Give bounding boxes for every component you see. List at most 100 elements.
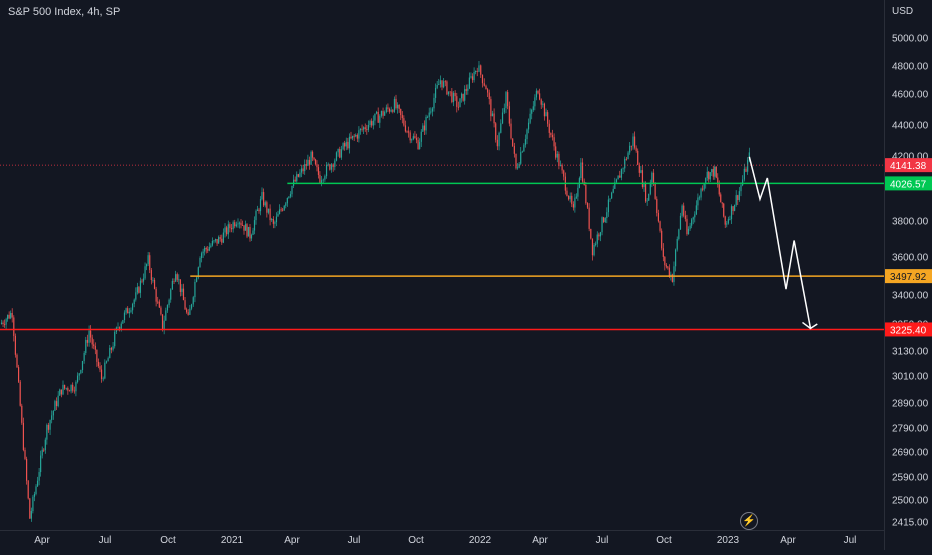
candle-body [480, 65, 482, 75]
x-tick-label: Jul [596, 535, 609, 546]
candle-body [508, 106, 510, 124]
candle-body [51, 415, 53, 420]
price-level-label: 4026.57 [885, 176, 932, 191]
candle-body [717, 177, 719, 185]
candle-body [464, 89, 466, 101]
candle-body [724, 216, 726, 225]
candle-body [374, 113, 376, 121]
candle-body [431, 108, 433, 112]
candle-body [609, 198, 611, 200]
candle-body [21, 405, 23, 423]
candle-body [550, 132, 552, 136]
y-tick-label: 2590.00 [892, 473, 929, 484]
candle-body [171, 280, 173, 290]
candle-body [16, 354, 18, 368]
candle-body [555, 146, 557, 158]
x-tick-label: Oct [656, 535, 672, 546]
x-tick-label: Oct [408, 535, 424, 546]
candle-body [302, 168, 304, 172]
candle-body [335, 152, 338, 161]
candle-body [452, 92, 455, 103]
candle-body [324, 176, 326, 180]
candle-body [49, 419, 51, 430]
candle-body [380, 111, 383, 116]
candle-body [513, 146, 515, 154]
candle-body [384, 112, 386, 116]
candle-body [189, 308, 191, 315]
candle-body [607, 199, 610, 213]
candle-body [470, 76, 472, 78]
candle-body [83, 352, 85, 361]
candle-body [507, 92, 509, 107]
candle-body [361, 128, 363, 130]
candle-body [651, 172, 653, 183]
candle-body [317, 167, 320, 175]
candle-body [294, 179, 296, 182]
candle-body [337, 149, 339, 153]
candle-body [673, 266, 675, 282]
price-level-label: 4141.38 [885, 158, 932, 173]
candle-body [202, 251, 204, 254]
price-level-badge [885, 269, 932, 284]
lightning-icon[interactable]: ⚡ [740, 512, 758, 530]
candle-body [488, 92, 490, 100]
candle-body [747, 160, 749, 172]
candle-body [526, 129, 528, 140]
candle-body [269, 208, 271, 221]
candle-body [718, 184, 720, 195]
candle-body [211, 241, 214, 246]
candle-body [556, 153, 558, 158]
candle-body [606, 212, 608, 219]
candle-body [563, 170, 565, 177]
candle-body [363, 127, 365, 130]
candle-body [372, 120, 374, 126]
candle-body [204, 247, 206, 252]
candle-body [122, 320, 124, 324]
candle-body [534, 97, 536, 107]
candle-body [532, 106, 534, 111]
candle-body [622, 168, 624, 170]
candle-body [160, 307, 162, 315]
candle-body [730, 206, 733, 220]
x-tick-label: Apr [780, 535, 796, 546]
candle-body [588, 207, 590, 229]
time-scale-divider [0, 530, 884, 531]
candle-body [571, 195, 573, 205]
candle-body [505, 92, 507, 108]
candle-body [219, 237, 221, 239]
candle-body [264, 202, 266, 206]
candle-body [288, 196, 290, 198]
candle-body [627, 152, 629, 160]
candle-body [41, 449, 43, 456]
candle-body [447, 91, 450, 95]
candle-body [135, 292, 137, 300]
candle-body [734, 204, 736, 211]
candle-body [238, 222, 241, 224]
candle-body [114, 332, 116, 347]
candle-body [94, 345, 96, 350]
candle-body [684, 215, 686, 219]
candle-body [96, 349, 98, 362]
candle-body [649, 182, 651, 194]
candle-body [240, 222, 242, 226]
price-level-label: 3225.40 [885, 322, 932, 337]
candle-body [247, 227, 250, 237]
candle-body [603, 217, 605, 223]
candle-body [252, 230, 254, 235]
candle-body [38, 472, 40, 481]
candle-body [512, 138, 514, 147]
candle-body [65, 388, 67, 389]
candle-body [24, 449, 26, 459]
candle-body [706, 171, 708, 179]
candle-body [93, 344, 95, 346]
candle-body [272, 219, 274, 224]
candle-body [200, 253, 203, 258]
candle-body [226, 227, 228, 235]
chart-title[interactable]: S&P 500 Index, 4h, SP [8, 6, 121, 18]
candle-body [539, 93, 541, 100]
candle-body [521, 151, 523, 153]
candle-body [123, 312, 126, 321]
candle-body [100, 369, 103, 379]
